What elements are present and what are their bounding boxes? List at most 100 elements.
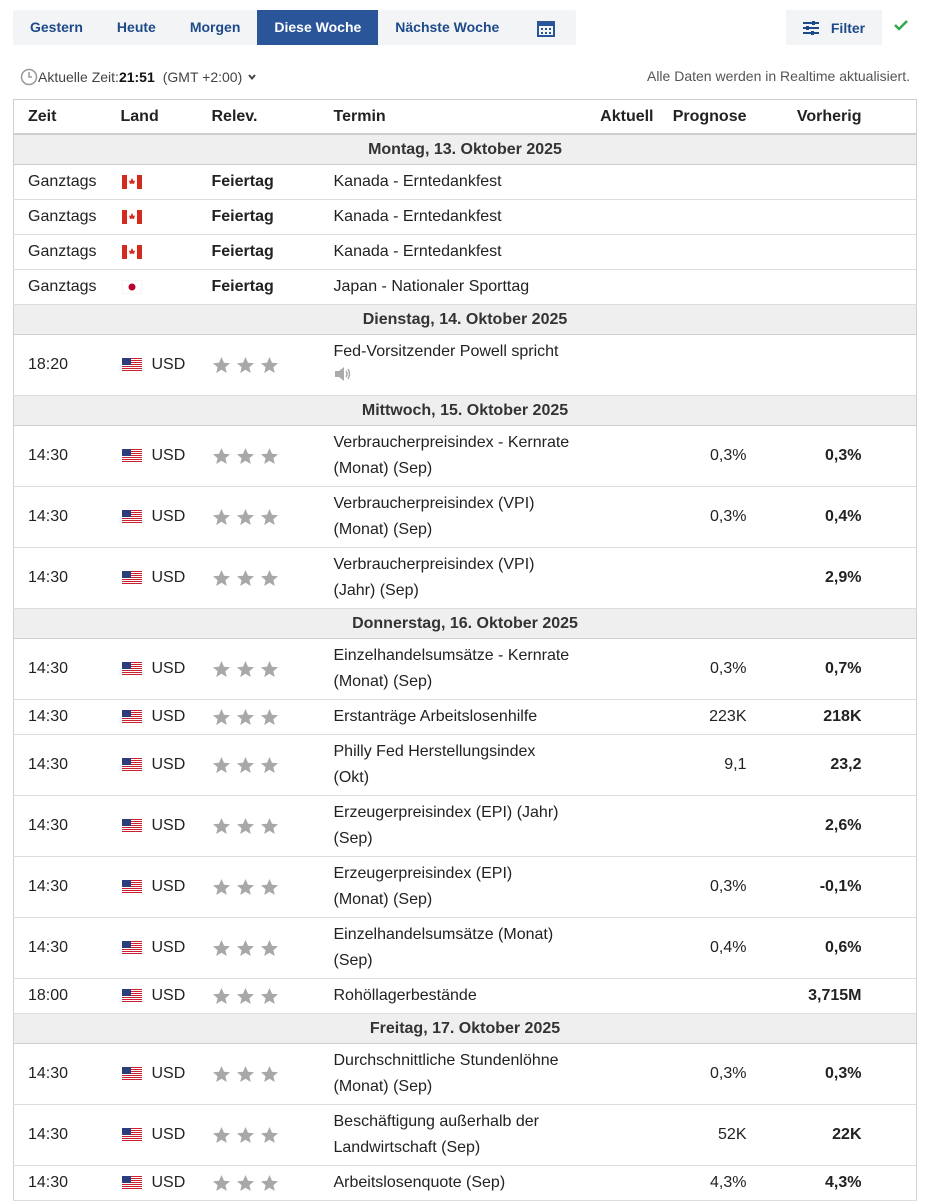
flag-us [121, 357, 142, 372]
event-actual [590, 856, 659, 918]
filter-button[interactable]: Filter [786, 10, 882, 45]
event-row: 14:30 USD Verbraucherpreisindex (VPI) (Mona… [13, 486, 917, 548]
event-previous: 4,3% [752, 1165, 871, 1201]
event-line: Erstanträge Arbeitslosenhilfe [333, 708, 538, 725]
event-name: Philly Fed Herstellungsindex (Okt) [322, 734, 591, 796]
event-actual [590, 917, 659, 979]
event-country: USD [110, 1165, 201, 1201]
dropdown-arrow[interactable] [242, 71, 262, 83]
event-name: Einzelhandelsumsätze (Monat) (Sep) [322, 917, 591, 979]
event-forecast: 0,4% [658, 917, 753, 979]
event-previous: 218K [752, 699, 871, 735]
check-icon [894, 20, 908, 31]
event-actual [590, 547, 659, 609]
day-date: Montag, 13. Oktober 2025 [13, 134, 917, 165]
event-country: USD [110, 917, 201, 979]
timezone[interactable]: (GMT +2:00) [162, 69, 243, 85]
event-spacer [870, 856, 917, 918]
current-time: 21:51 [118, 69, 155, 85]
event-country: USD [110, 638, 201, 700]
event-time: 18:00 [13, 978, 111, 1014]
event-relevance [200, 425, 323, 487]
event-actual [590, 1104, 659, 1166]
event-relevance: Feiertag [200, 269, 323, 305]
star [236, 356, 254, 373]
event-country [110, 269, 201, 305]
event-previous: 23,2 [752, 734, 871, 796]
tab-bar: Gestern Heute Morgen Diese Woche Nächste Woc… [13, 10, 577, 45]
flag-jp [121, 279, 142, 295]
event-spacer [870, 734, 917, 796]
relevance-label: Feiertag [211, 243, 274, 260]
event-line: Verbraucherpreisindex (VPI) [333, 495, 535, 512]
event-relevance [200, 978, 323, 1014]
event-relevance [200, 334, 323, 396]
currency: USD [151, 1174, 186, 1191]
event-name: Kanada - Erntedankfest [322, 164, 591, 200]
event-forecast [658, 199, 753, 235]
event-row: Ganztags Feiertag Kanada - Erntedankfest [13, 199, 917, 235]
event-line: Kanada - Erntedankfest [333, 208, 502, 225]
event-actual [590, 164, 659, 200]
day-date: Dienstag, 14. Oktober 2025 [13, 304, 917, 335]
event-forecast: 0,3% [658, 638, 753, 700]
event-country [110, 234, 201, 270]
event-forecast: 0,3% [658, 1043, 753, 1105]
calendar-button[interactable] [516, 10, 576, 45]
event-forecast [658, 978, 753, 1014]
flag-us [121, 570, 142, 585]
event-forecast: 9,1 [658, 734, 753, 796]
event-previous [752, 269, 871, 305]
column-header: Prognose [658, 99, 753, 135]
tab[interactable]: Diese Woche [257, 10, 379, 45]
event-line: (Monat) (Sep) [333, 673, 433, 690]
event-row: 18:00 USD Rohöllagerbestände 3,715M [13, 978, 917, 1014]
event-relevance [200, 486, 323, 548]
event-time: 14:30 [13, 425, 111, 487]
event-line: Landwirtschaft (Sep) [333, 1139, 481, 1156]
column-header: Vorherig [752, 99, 871, 135]
event-row: Ganztags Feiertag Japan - Nationaler Sport… [13, 269, 917, 305]
currency: USD [151, 987, 186, 1004]
event-time: 14:30 [13, 795, 111, 857]
tab[interactable]: Nächste Woche [395, 19, 500, 35]
event-previous: 2,9% [752, 547, 871, 609]
star [236, 817, 254, 834]
event-line: Erzeugerpreisindex (EPI) (Jahr) [333, 804, 559, 821]
event-time: 14:30 [13, 638, 111, 700]
day-row: Freitag, 17. Oktober 2025 [13, 1013, 917, 1044]
event-spacer [870, 486, 917, 548]
time-bar: Aktuelle Zeit: 21:51 (GMT +2:00) [20, 68, 262, 86]
tab[interactable]: Morgen [189, 19, 241, 35]
event-name: Verbraucherpreisindex (VPI) (Jahr) (Sep) [322, 547, 591, 609]
event-country: USD [110, 795, 201, 857]
speech-icon-line [334, 365, 591, 391]
event-previous: 0,7% [752, 638, 871, 700]
event-name: Einzelhandelsumsätze - Kernrate (Monat) (… [322, 638, 591, 700]
event-row: Ganztags Feiertag Kanada - Erntedankfest [13, 164, 917, 200]
flag-ca [121, 244, 142, 259]
event-line: Einzelhandelsumsätze (Monat) [333, 926, 554, 943]
tab[interactable]: Heute [116, 19, 156, 35]
relevance-label: Feiertag [211, 278, 274, 295]
flag-us [121, 509, 142, 524]
flag-us [121, 448, 142, 463]
event-name: Fed-Vorsitzender Powell spricht [322, 334, 591, 396]
star [236, 878, 254, 895]
event-country: USD [110, 699, 201, 735]
event-spacer [870, 199, 917, 235]
event-name: Japan - Nationaler Sporttag [322, 269, 591, 305]
event-previous: 0,3% [752, 425, 871, 487]
event-country: USD [110, 486, 201, 548]
flag-ca [121, 209, 142, 224]
event-actual [590, 425, 659, 487]
event-relevance [200, 638, 323, 700]
event-time: Ganztags [13, 269, 111, 305]
column-header: Termin [322, 99, 591, 135]
event-relevance [200, 917, 323, 979]
event-line: Beschäftigung außerhalb der [333, 1113, 539, 1130]
event-actual [590, 1043, 659, 1105]
tab[interactable]: Gestern [30, 19, 83, 35]
event-relevance [200, 734, 323, 796]
